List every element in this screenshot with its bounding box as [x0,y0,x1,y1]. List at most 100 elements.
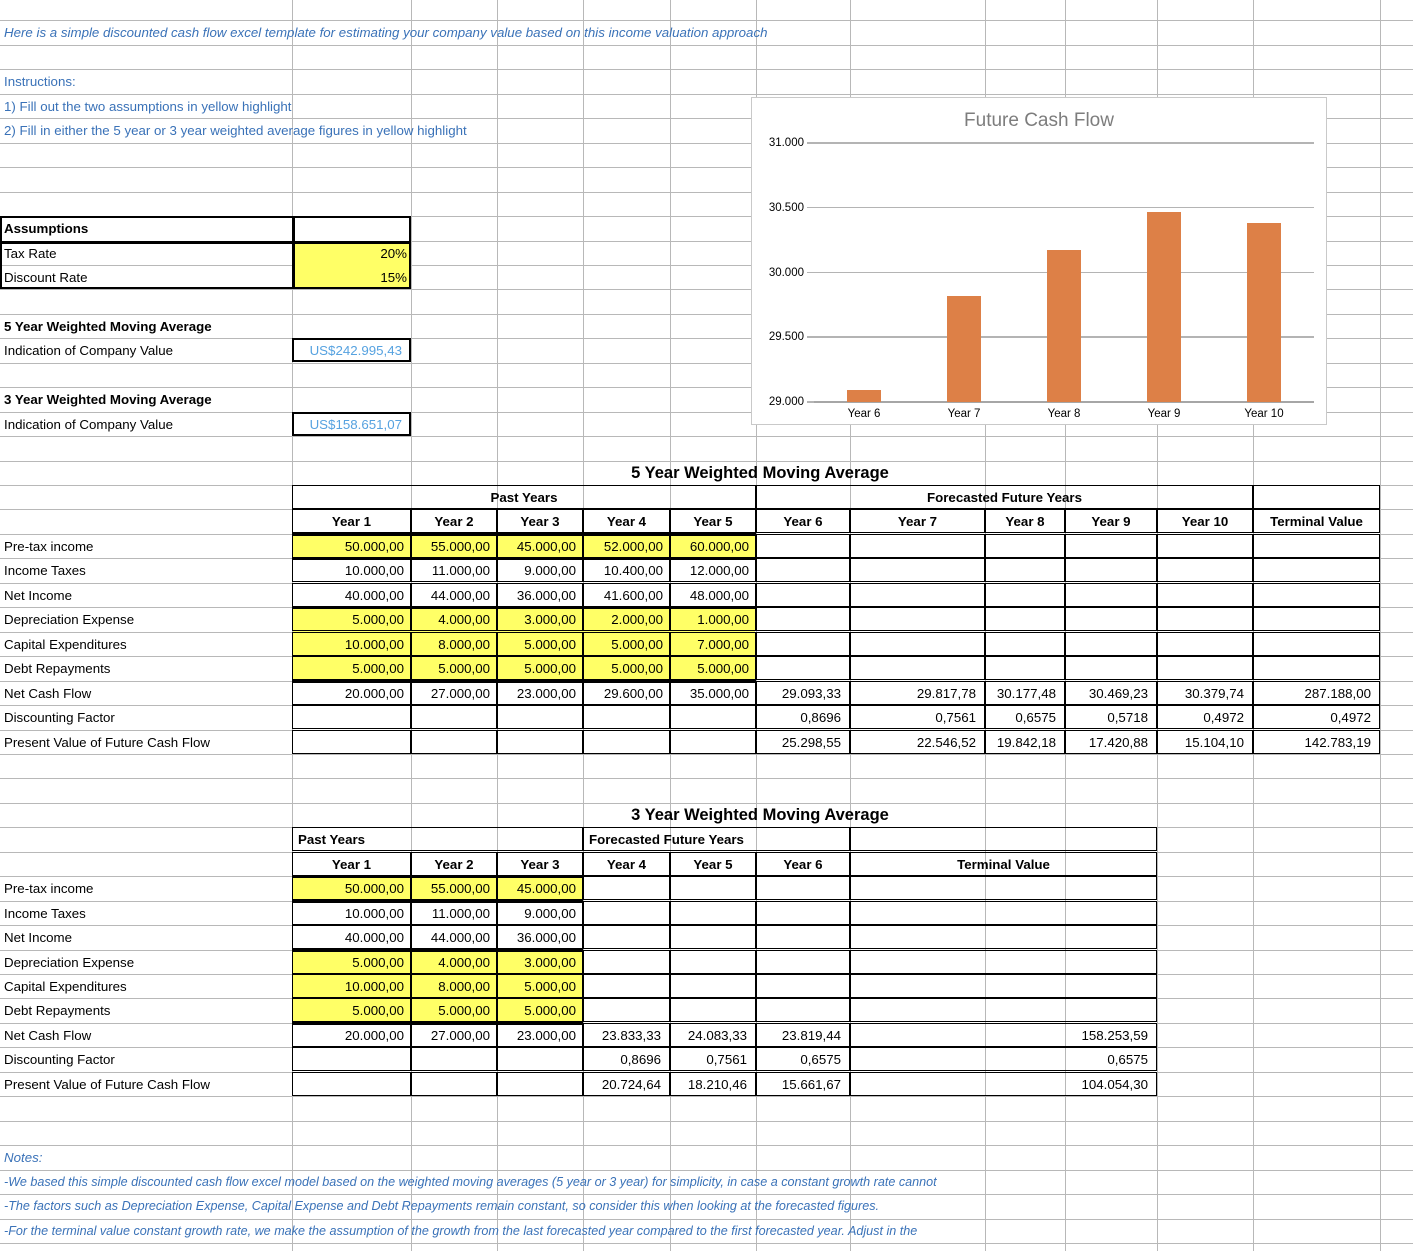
table5-past-cell-1-4[interactable]: 12.000,00 [689,563,749,579]
table5-future-cell-8-4[interactable]: 15.104,10 [1184,735,1244,751]
table5-past-cell-5-1[interactable]: 5.000,00 [438,661,490,677]
table3-past-cell-0-1[interactable]: 55.000,00 [430,881,490,897]
table3-past-cell-0-0[interactable]: 50.000,00 [344,881,404,897]
table5-past-cell-3-1[interactable]: 4.000,00 [438,612,490,628]
table5-past-cell-box-0-3 [583,534,670,559]
table5-past-cell-5-2[interactable]: 5.000,00 [524,661,576,677]
table3-past-cell-4-0[interactable]: 10.000,00 [344,979,404,995]
table5-future-cell-8-2[interactable]: 19.842,18 [996,735,1056,751]
table5-future-cell-6-3[interactable]: 30.469,23 [1088,686,1148,702]
table3-future-cell-7-1[interactable]: 0,7561 [706,1052,747,1068]
table3-future-cell-6-2[interactable]: 23.819,44 [781,1028,841,1044]
table3-past-cell-0-2[interactable]: 45.000,00 [516,881,576,897]
table3-past-cell-2-0[interactable]: 40.000,00 [344,930,404,946]
table5-future-cell-7-1[interactable]: 0,7561 [935,710,976,726]
table3-past-cell-6-1[interactable]: 27.000,00 [430,1028,490,1044]
table5-past-cell-2-0[interactable]: 40.000,00 [344,588,404,604]
table3-future-cell-7-0[interactable]: 0,8696 [620,1052,661,1068]
table5-past-cell-0-4[interactable]: 60.000,00 [689,539,749,555]
table5-past-cell-4-0[interactable]: 10.000,00 [344,637,404,653]
table3-past-cell-3-1[interactable]: 4.000,00 [438,955,490,971]
table5-past-cell-box-4-2 [497,632,583,657]
table5-future-cell-6-1[interactable]: 29.817,78 [916,686,976,702]
table3-past-cell-6-0[interactable]: 20.000,00 [344,1028,404,1044]
table5-past-cell-3-3[interactable]: 2.000,00 [611,612,663,628]
table3-past-cell-5-2[interactable]: 5.000,00 [524,1003,576,1019]
table5-future-cell-8-3[interactable]: 17.420,88 [1088,735,1148,751]
table5-future-cell-box-3-4 [1157,607,1253,632]
table5-past-cell-4-2[interactable]: 5.000,00 [524,637,576,653]
future-cash-flow-chart[interactable]: Future Cash Flow 29.000 29.500 30.000 30.50… [751,97,1327,425]
table3-future-cell-8-0[interactable]: 20.724,64 [601,1077,661,1093]
table5-future-cell-8-5[interactable]: 142.783,19 [1304,735,1371,751]
table3-future-cell-7-3[interactable]: 0,6575 [1107,1052,1148,1068]
table5-past-cell-5-3[interactable]: 5.000,00 [611,661,663,677]
table5-past-cell-2-2[interactable]: 36.000,00 [516,588,576,604]
table3-past-cell-box-7-2 [497,1047,583,1072]
table3-past-cell-1-0[interactable]: 10.000,00 [344,906,404,922]
table5-past-cell-4-1[interactable]: 8.000,00 [438,637,490,653]
chart-y-tick-2 [807,271,814,274]
table5-past-cell-6-0[interactable]: 20.000,00 [344,686,404,702]
table3-future-cell-8-2[interactable]: 15.661,67 [781,1077,841,1093]
table3-future-cell-8-3[interactable]: 104.054,30 [1081,1077,1148,1093]
table3-past-cell-4-2[interactable]: 5.000,00 [524,979,576,995]
table3-past-cell-1-1[interactable]: 11.000,00 [431,906,490,922]
table5-past-cell-5-4[interactable]: 5.000,00 [697,661,749,677]
table5-past-cell-3-4[interactable]: 1.000,00 [697,612,749,628]
table5-future-cell-6-5[interactable]: 287.188,00 [1304,686,1371,702]
table5-past-cell-0-0[interactable]: 50.000,00 [344,539,404,555]
table3-future-cell-6-1[interactable]: 24.083,33 [687,1028,747,1044]
table5-past-cell-0-3[interactable]: 52.000,00 [603,539,663,555]
table5-future-cell-8-0[interactable]: 25.298,55 [781,735,841,751]
table5-past-cell-4-4[interactable]: 7.000,00 [697,637,749,653]
table5-past-cell-6-3[interactable]: 29.600,00 [603,686,663,702]
table5-past-cell-5-0[interactable]: 5.000,00 [352,661,404,677]
assumption-value-1[interactable]: 15% [380,270,407,286]
table5-past-cell-0-1[interactable]: 55.000,00 [430,539,490,555]
table3-past-cell-5-1[interactable]: 5.000,00 [438,1003,490,1019]
table5-past-cell-4-3[interactable]: 5.000,00 [611,637,663,653]
assumption-value-0[interactable]: 20% [380,246,407,262]
table5-past-cell-0-2[interactable]: 45.000,00 [516,539,576,555]
table3-past-cell-3-0[interactable]: 5.000,00 [352,955,404,971]
table3-past-cell-2-2[interactable]: 36.000,00 [516,930,576,946]
table5-past-cell-1-3[interactable]: 10.400,00 [603,563,663,579]
table5-past-cell-box-7-4 [670,705,756,730]
table5-past-cell-1-0[interactable]: 10.000,00 [344,563,404,579]
table5-future-cell-box-7-0 [756,705,850,730]
table3-past-cell-6-2[interactable]: 23.000,00 [516,1028,576,1044]
table5-future-cell-7-5[interactable]: 0,4972 [1330,710,1371,726]
table5-past-cell-2-3[interactable]: 41.600,00 [603,588,663,604]
table3-future-cell-6-0[interactable]: 23.833,33 [601,1028,661,1044]
table3-row-label-5: Debt Repayments [4,1003,111,1019]
table5-past-cell-1-1[interactable]: 11.000,00 [431,563,490,579]
table3-past-cell-5-0[interactable]: 5.000,00 [352,1003,404,1019]
table3-future-cell-6-3[interactable]: 158.253,59 [1081,1028,1148,1044]
table3-past-cell-1-2[interactable]: 9.000,00 [524,906,576,922]
table5-future-cell-6-2[interactable]: 30.177,48 [996,686,1056,702]
table3-future-group-label: Forecasted Future Years [589,832,744,848]
table5-future-cell-7-0[interactable]: 0,8696 [800,710,841,726]
table5-past-cell-2-1[interactable]: 44.000,00 [430,588,490,604]
table5-future-cell-7-2[interactable]: 0,6575 [1015,710,1056,726]
table3-future-cell-8-1[interactable]: 18.210,46 [687,1077,747,1093]
table5-past-cell-3-2[interactable]: 3.000,00 [524,612,576,628]
table5-future-cell-6-4[interactable]: 30.379,74 [1184,686,1244,702]
table3-past-cell-4-1[interactable]: 8.000,00 [438,979,490,995]
table3-past-cell-2-1[interactable]: 44.000,00 [430,930,490,946]
table5-past-cell-6-1[interactable]: 27.000,00 [430,686,490,702]
table5-past-cell-2-4[interactable]: 48.000,00 [689,588,749,604]
table5-future-cell-7-4[interactable]: 0,4972 [1203,710,1244,726]
table5-future-cell-8-1[interactable]: 22.546,52 [916,735,976,751]
table5-past-cell-1-2[interactable]: 9.000,00 [524,563,576,579]
table5-future-header-2: Year 8 [1005,514,1045,530]
chart-gridline-3 [814,206,1314,209]
table5-future-cell-6-0[interactable]: 29.093,33 [781,686,841,702]
table3-future-cell-7-2[interactable]: 0,6575 [800,1052,841,1068]
table5-past-cell-6-4[interactable]: 35.000,00 [689,686,749,702]
table3-past-cell-3-2[interactable]: 3.000,00 [524,955,576,971]
table5-past-cell-3-0[interactable]: 5.000,00 [352,612,404,628]
table5-past-cell-6-2[interactable]: 23.000,00 [516,686,576,702]
table5-future-cell-7-3[interactable]: 0,5718 [1107,710,1148,726]
